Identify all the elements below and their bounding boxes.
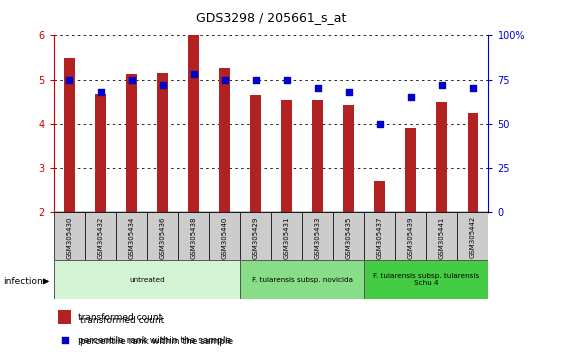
Point — [65, 77, 74, 82]
Text: GSM305442: GSM305442 — [470, 216, 476, 258]
Bar — [436, 102, 448, 212]
Bar — [59, 310, 72, 324]
Text: percentile rank within the sample: percentile rank within the sample — [80, 337, 233, 346]
Point — [96, 89, 105, 95]
Point — [406, 95, 415, 100]
Bar — [147, 212, 178, 260]
Bar — [344, 105, 354, 212]
Bar — [240, 260, 364, 299]
Text: GSM305430: GSM305430 — [66, 216, 73, 259]
Text: F. tularensis subsp. novicida: F. tularensis subsp. novicida — [252, 277, 353, 282]
Bar — [333, 212, 364, 260]
Bar — [457, 212, 488, 260]
Text: infection: infection — [3, 277, 43, 286]
Text: GDS3298 / 205661_s_at: GDS3298 / 205661_s_at — [196, 11, 346, 24]
Bar — [395, 212, 427, 260]
Bar — [116, 212, 147, 260]
Bar — [219, 68, 230, 212]
Bar — [272, 212, 302, 260]
Text: untreated: untreated — [129, 277, 165, 282]
Text: GSM305433: GSM305433 — [315, 216, 321, 259]
Bar — [302, 212, 333, 260]
Point — [220, 77, 229, 82]
Text: GSM305432: GSM305432 — [98, 216, 103, 259]
Bar — [54, 260, 240, 299]
Text: GSM305438: GSM305438 — [191, 216, 197, 259]
Bar — [374, 181, 385, 212]
Text: transformed count: transformed count — [78, 313, 162, 322]
Bar — [157, 73, 168, 212]
Bar — [364, 260, 488, 299]
Bar — [95, 94, 106, 212]
Bar — [281, 99, 292, 212]
Text: F. tularensis subsp. tularensis
Schu 4: F. tularensis subsp. tularensis Schu 4 — [373, 273, 479, 286]
Bar — [467, 113, 478, 212]
Text: GSM305439: GSM305439 — [408, 216, 414, 259]
Bar — [364, 212, 395, 260]
Text: GSM305429: GSM305429 — [253, 216, 258, 259]
Text: transformed count: transformed count — [80, 316, 164, 325]
Point — [127, 77, 136, 82]
Point — [189, 72, 198, 77]
Bar — [312, 99, 323, 212]
Bar — [188, 35, 199, 212]
Point — [282, 77, 291, 82]
Bar — [240, 212, 272, 260]
Text: percentile rank within the sample: percentile rank within the sample — [78, 336, 231, 345]
Bar — [85, 212, 116, 260]
Text: GSM305431: GSM305431 — [284, 216, 290, 259]
Bar — [178, 212, 209, 260]
Bar — [54, 212, 85, 260]
Bar — [64, 58, 75, 212]
Bar — [126, 74, 137, 212]
Text: GSM305434: GSM305434 — [128, 216, 135, 259]
Bar — [427, 212, 457, 260]
Text: GSM305435: GSM305435 — [346, 216, 352, 259]
Point — [251, 77, 260, 82]
Point — [437, 82, 446, 88]
Point — [60, 337, 69, 343]
Text: GSM305437: GSM305437 — [377, 216, 383, 259]
Bar — [406, 128, 416, 212]
Point — [469, 86, 478, 91]
Point — [158, 82, 167, 88]
Bar — [209, 212, 240, 260]
Point — [344, 89, 353, 95]
Text: GSM305440: GSM305440 — [222, 216, 228, 259]
Point — [375, 121, 385, 127]
Text: GSM305441: GSM305441 — [439, 216, 445, 259]
Point — [313, 86, 322, 91]
Text: GSM305436: GSM305436 — [160, 216, 166, 259]
Bar — [250, 95, 261, 212]
